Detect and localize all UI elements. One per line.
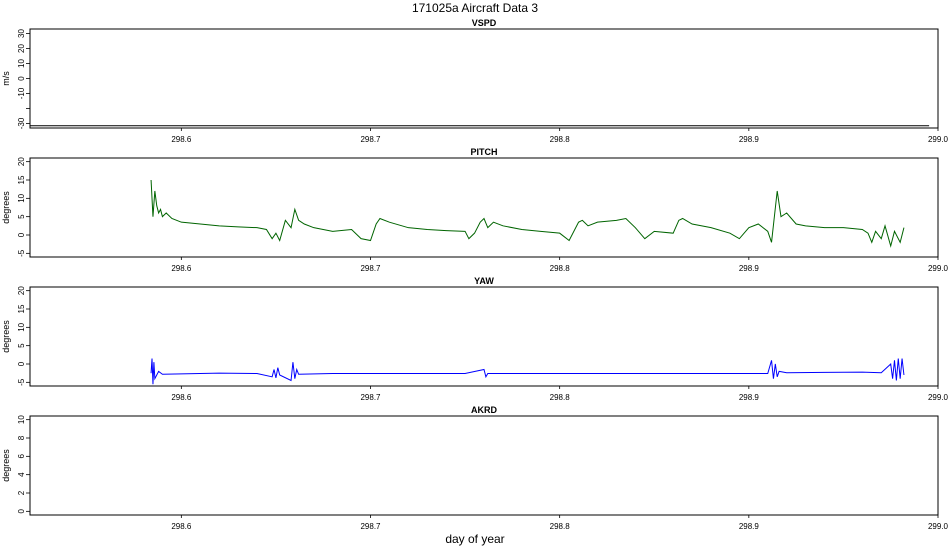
plot-frame — [29, 157, 939, 258]
y-tick-label: -5 — [17, 378, 26, 386]
y-tick-label: 5 — [17, 343, 26, 348]
y-tick-label: 0 — [17, 509, 26, 514]
plot-frame — [29, 415, 939, 516]
x-tick-label: 298.6 — [171, 393, 192, 402]
x-tick-label: 299.0 — [928, 522, 949, 531]
y-tick-label: 15 — [17, 175, 26, 184]
panel-yaw: YAW degrees -5 0 5 10 15 20 298.6 298.7 298.8 298.9… — [1, 276, 949, 402]
panel-title: PITCH — [471, 147, 498, 157]
x-tick-label: 298.7 — [360, 393, 381, 402]
x-tick-label: 298.9 — [739, 135, 760, 144]
x-tick-label: 298.9 — [739, 264, 760, 273]
x-tick-label: 298.6 — [171, 264, 192, 273]
y-tick-label: -5 — [17, 249, 26, 257]
y-tick-label: -10 — [17, 87, 26, 99]
panel-title: VSPD — [472, 18, 497, 28]
x-axis-label: day of year — [445, 532, 504, 546]
panel-pitch: PITCH degrees -5 0 5 10 15 20 298.6 298.7 298.8 298… — [1, 147, 949, 273]
y-tick-label: 10 — [17, 193, 26, 202]
y-tick-label: 0 — [17, 361, 26, 366]
x-tick-label: 298.8 — [550, 135, 571, 144]
figure-title: 171025a Aircraft Data 3 — [412, 1, 538, 15]
y-axis-label: degrees — [1, 449, 11, 482]
y-tick-label: 5 — [17, 214, 26, 219]
x-tick-label: 298.9 — [739, 522, 760, 531]
panel-title: AKRD — [471, 405, 497, 415]
panel-akrd: AKRD degrees 0 2 4 6 8 10 298.6 298.7 298.8 298.9 29… — [1, 405, 949, 531]
x-tick-label: 298.8 — [550, 522, 571, 531]
x-tick-label: 298.7 — [360, 522, 381, 531]
y-tick-label: 0 — [17, 232, 26, 237]
y-tick-label: 6 — [17, 454, 26, 459]
y-tick-label: 4 — [17, 472, 26, 477]
series-line — [150, 358, 905, 385]
y-axis-label: degrees — [1, 320, 11, 353]
y-tick-label: 0 — [17, 76, 26, 81]
y-tick-label: 2 — [17, 490, 26, 495]
y-tick-label: 20 — [17, 286, 26, 295]
y-tick-label: 10 — [17, 322, 26, 331]
x-tick-label: 299.0 — [928, 135, 949, 144]
series-line — [150, 179, 905, 248]
panel-title: YAW — [474, 276, 494, 286]
y-tick-label: -30 — [17, 117, 26, 129]
panel-vspd: VSPD m/s -30 -10 0 10 20 30 298.6 298.7 298.8 298.9… — [1, 18, 949, 144]
y-axis-label: degrees — [1, 191, 11, 224]
x-tick-label: 299.0 — [928, 264, 949, 273]
y-tick-label: 10 — [17, 415, 26, 424]
y-tick-label: 8 — [17, 435, 26, 440]
x-tick-label: 298.7 — [360, 264, 381, 273]
y-tick-label: 15 — [17, 304, 26, 313]
x-tick-label: 298.6 — [171, 135, 192, 144]
y-tick-label: 20 — [17, 157, 26, 166]
x-tick-label: 298.8 — [550, 264, 571, 273]
y-tick-label: 20 — [17, 44, 26, 53]
x-tick-label: 298.9 — [739, 393, 760, 402]
y-tick-label: 10 — [17, 59, 26, 68]
x-tick-label: 298.6 — [171, 522, 192, 531]
x-tick-label: 298.8 — [550, 393, 571, 402]
y-tick-label: 30 — [17, 29, 26, 38]
plot-frame — [29, 286, 939, 387]
x-tick-label: 298.7 — [360, 135, 381, 144]
x-tick-label: 299.0 — [928, 393, 949, 402]
plot-frame — [29, 28, 939, 129]
y-axis-label: m/s — [1, 71, 11, 86]
